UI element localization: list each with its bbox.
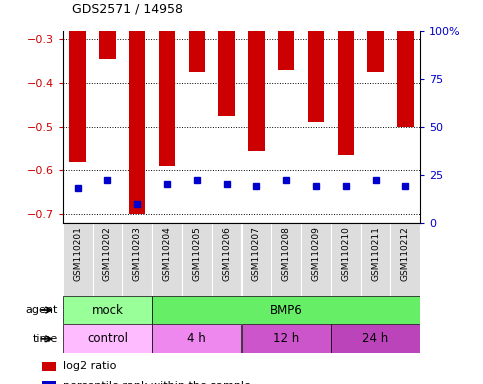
Bar	[218, 0, 235, 116]
Text: GSM110201: GSM110201	[73, 227, 82, 281]
Bar	[338, 0, 354, 155]
Bar	[159, 0, 175, 166]
Text: mock: mock	[92, 304, 123, 316]
Bar	[189, 0, 205, 72]
Text: control: control	[87, 333, 128, 345]
Bar	[63, 324, 152, 353]
Text: time: time	[33, 334, 58, 344]
Bar	[331, 324, 420, 353]
Bar	[248, 0, 265, 151]
Text: agent: agent	[26, 305, 58, 315]
Bar	[43, 381, 56, 384]
Text: GSM110212: GSM110212	[401, 227, 410, 281]
Bar	[242, 324, 331, 353]
Bar	[63, 296, 152, 324]
Bar	[70, 0, 86, 162]
Bar	[361, 223, 390, 296]
Bar	[212, 223, 242, 296]
Bar	[182, 223, 212, 296]
Text: GSM110209: GSM110209	[312, 227, 320, 281]
Text: GDS2571 / 14958: GDS2571 / 14958	[72, 2, 184, 15]
Bar	[397, 0, 413, 127]
Bar	[368, 0, 384, 72]
Bar	[301, 223, 331, 296]
Bar	[43, 362, 56, 371]
Bar	[122, 223, 152, 296]
Bar	[152, 296, 420, 324]
Text: 24 h: 24 h	[362, 333, 389, 345]
Bar	[152, 223, 182, 296]
Text: GSM110204: GSM110204	[163, 227, 171, 281]
Text: GSM110207: GSM110207	[252, 227, 261, 281]
Bar	[278, 0, 294, 70]
Text: 12 h: 12 h	[273, 333, 299, 345]
Bar	[99, 0, 115, 59]
Text: GSM110206: GSM110206	[222, 227, 231, 281]
Text: GSM110211: GSM110211	[371, 227, 380, 281]
Bar	[390, 223, 420, 296]
Text: GSM110205: GSM110205	[192, 227, 201, 281]
Bar	[271, 223, 301, 296]
Text: BMP6: BMP6	[270, 304, 302, 316]
Bar	[308, 0, 324, 122]
Bar	[152, 324, 242, 353]
Bar	[331, 223, 361, 296]
Text: GSM110202: GSM110202	[103, 227, 112, 281]
Text: GSM110203: GSM110203	[133, 227, 142, 281]
Bar	[93, 223, 122, 296]
Text: GSM110210: GSM110210	[341, 227, 350, 281]
Text: GSM110208: GSM110208	[282, 227, 291, 281]
Bar	[129, 0, 145, 214]
Text: log2 ratio: log2 ratio	[63, 361, 117, 371]
Bar	[242, 223, 271, 296]
Text: 4 h: 4 h	[187, 333, 206, 345]
Text: percentile rank within the sample: percentile rank within the sample	[63, 381, 251, 384]
Bar	[63, 223, 93, 296]
